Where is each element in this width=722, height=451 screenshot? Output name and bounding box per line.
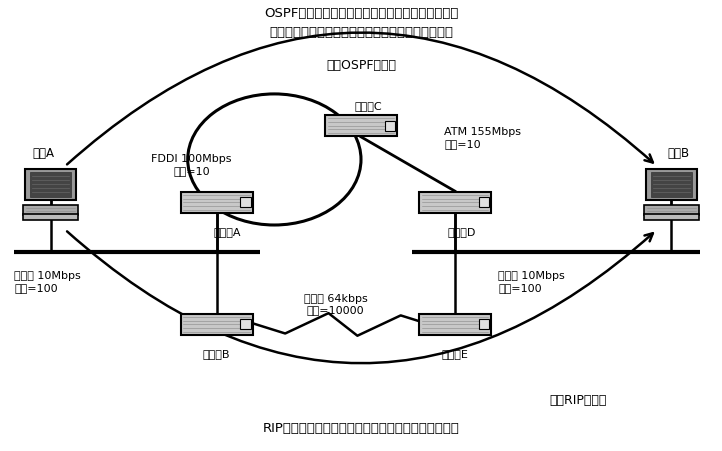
Text: 路由器E: 路由器E [441, 348, 469, 358]
Text: 使用OSPF的路由: 使用OSPF的路由 [326, 59, 396, 72]
Text: 以太网 10Mbps
代价=100: 以太网 10Mbps 代价=100 [14, 271, 81, 292]
Bar [419, 192, 491, 214]
Bar [240, 320, 251, 330]
Bar [25, 169, 76, 201]
Text: RIP的情况下，选择路由器个数较少的路径传送数据。: RIP的情况下，选择路由器个数较少的路径传送数据。 [263, 421, 459, 434]
FancyArrowPatch shape [67, 232, 653, 364]
Text: 路由器B: 路由器B [203, 348, 230, 358]
Bar [646, 169, 697, 201]
Bar [180, 192, 253, 214]
Text: 路由器C: 路由器C [355, 101, 382, 110]
Bar [385, 121, 395, 131]
Text: 以太网 10Mbps
代价=100: 以太网 10Mbps 代价=100 [498, 271, 565, 292]
Bar [651, 173, 692, 197]
Text: 串口线 64kbps
代价=10000: 串口线 64kbps 代价=10000 [304, 293, 367, 315]
Text: FDDI 100Mbps
代价=10: FDDI 100Mbps 代价=10 [151, 154, 232, 175]
Bar [240, 198, 251, 208]
Bar [325, 115, 397, 137]
Text: 主机B: 主机B [668, 147, 690, 160]
Bar [24, 215, 78, 220]
Bar [180, 314, 253, 336]
Text: OSPF的情况下，选择总代价较小的路径传送数据。
代价可以由管理员手动设置，因此应用起来较灵活。: OSPF的情况下，选择总代价较小的路径传送数据。 代价可以由管理员手动设置，因此… [264, 7, 458, 39]
Text: 路由器D: 路由器D [448, 226, 477, 236]
FancyArrowPatch shape [67, 33, 653, 165]
Bar [30, 173, 71, 197]
Bar [419, 314, 491, 336]
Bar [479, 320, 489, 330]
Text: 主机A: 主机A [32, 147, 54, 160]
Bar [479, 198, 489, 208]
Text: 使用RIP的路由: 使用RIP的路由 [549, 393, 606, 405]
Bar [645, 205, 699, 215]
Text: ATM 155Mbps
代价=10: ATM 155Mbps 代价=10 [444, 127, 521, 148]
Bar [24, 205, 78, 215]
Text: 路由器A: 路由器A [214, 226, 241, 236]
Bar [645, 215, 699, 220]
